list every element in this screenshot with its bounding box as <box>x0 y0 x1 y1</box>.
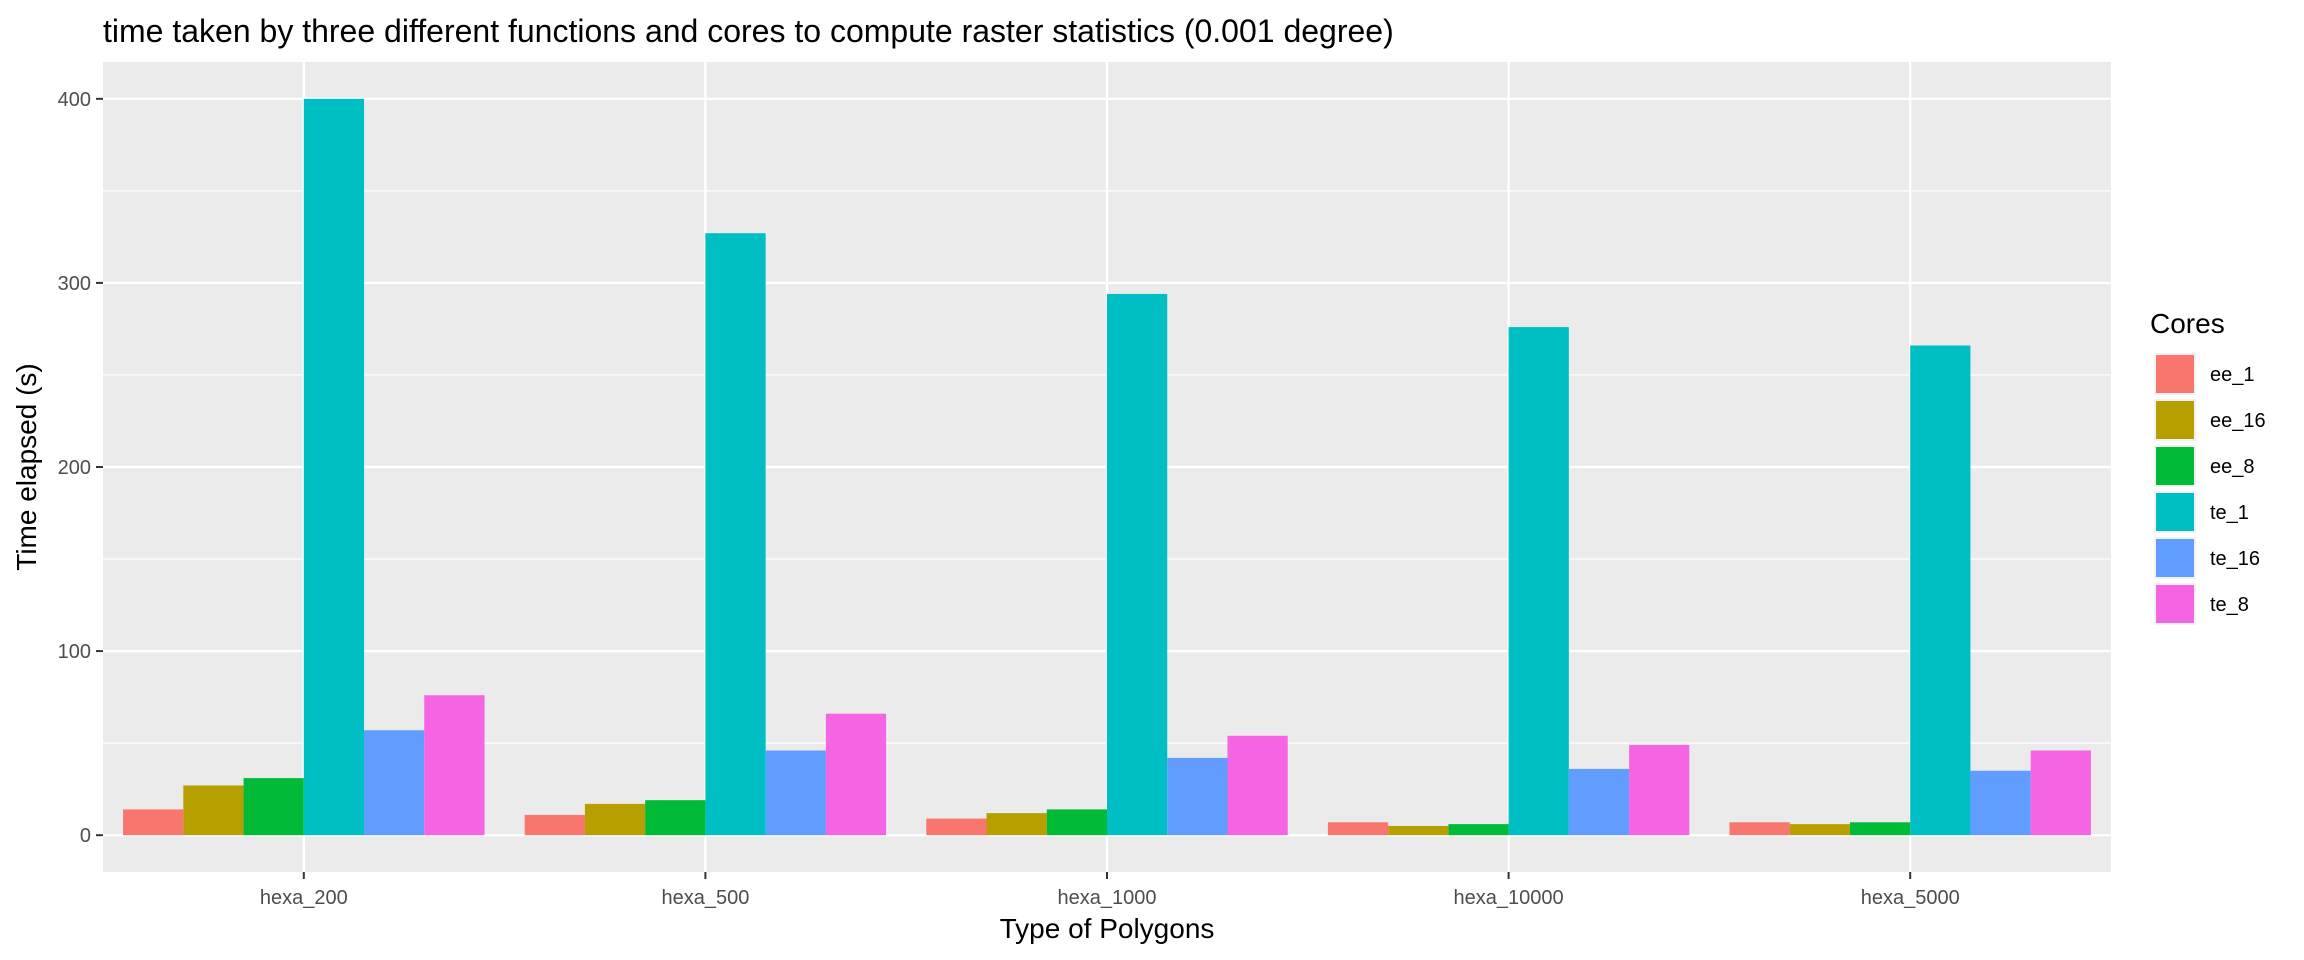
bar-te_8-hexa_10000 <box>1629 744 1690 836</box>
bar-ee_8-hexa_200 <box>243 778 304 836</box>
bar-ee_8-hexa_5000 <box>1849 822 1911 836</box>
bar-te_8-hexa_1000 <box>1227 735 1288 836</box>
bar-te_8-hexa_500 <box>825 713 887 836</box>
bar-ee_8-hexa_500 <box>645 800 706 836</box>
y-tick-label: 100 <box>58 641 91 663</box>
bar-ee_16-hexa_1000 <box>986 813 1047 836</box>
legend-key-te_1 <box>2156 493 2194 531</box>
legend-label-ee_8: ee_8 <box>2210 456 2255 478</box>
bar-te_8-hexa_200 <box>424 695 485 836</box>
bar-ee_8-hexa_10000 <box>1448 824 1509 836</box>
legend-label-ee_1: ee_1 <box>2210 364 2255 386</box>
bar-te_16-hexa_200 <box>364 730 425 836</box>
bars <box>123 98 2091 836</box>
legend-label-ee_16: ee_16 <box>2210 410 2266 432</box>
x-tick-label: hexa_5000 <box>1861 887 1960 909</box>
bar-ee_8-hexa_1000 <box>1046 809 1107 836</box>
y-tick-label: 300 <box>58 273 91 295</box>
x-tick-label: hexa_200 <box>260 887 348 909</box>
bar-ee_1-hexa_1000 <box>926 818 987 836</box>
legend-key-ee_8 <box>2156 447 2194 485</box>
x-axis: hexa_200 hexa_500 hexa_1000 hexa_10000 hexa_… <box>260 872 1960 909</box>
y-tick-label: 200 <box>58 457 91 479</box>
bar-ee_16-hexa_5000 <box>1789 824 1850 836</box>
bar-ee_16-hexa_10000 <box>1388 825 1449 836</box>
legend-key-ee_16 <box>2156 401 2194 439</box>
legend-title: Cores <box>2150 308 2225 339</box>
bar-te_8-hexa_5000 <box>2030 750 2091 836</box>
bar-ee_16-hexa_200 <box>183 785 244 836</box>
bar-te_16-hexa_1000 <box>1167 757 1228 836</box>
bar-te_16-hexa_10000 <box>1568 768 1630 836</box>
legend-key-ee_1 <box>2156 355 2194 393</box>
bar-te_1-hexa_10000 <box>1508 327 1569 836</box>
bar-te_1-hexa_5000 <box>1910 345 1971 836</box>
x-axis-title: Type of Polygons <box>1000 913 1215 944</box>
bar-ee_1-hexa_200 <box>123 809 184 836</box>
x-tick-label: hexa_1000 <box>1058 887 1157 909</box>
bar-te_16-hexa_500 <box>765 750 826 836</box>
legend-key-te_16 <box>2156 539 2194 577</box>
legend-label-te_8: te_8 <box>2210 594 2249 616</box>
bar-ee_1-hexa_5000 <box>1729 822 1790 836</box>
y-axis: 0 100 200 300 400 <box>58 89 103 847</box>
y-tick-label: 0 <box>80 825 91 847</box>
bar-ee_1-hexa_10000 <box>1327 822 1389 836</box>
legend: Cores ee_1 ee_16 ee_8 te_1 te_16 te_8 <box>2150 308 2266 625</box>
bar-te_16-hexa_5000 <box>1970 770 2031 836</box>
y-tick-label: 400 <box>58 89 91 111</box>
bar-te_1-hexa_200 <box>303 98 365 836</box>
x-tick-label: hexa_10000 <box>1454 887 1564 909</box>
bar-ee_1-hexa_500 <box>524 814 585 836</box>
legend-key-te_8 <box>2156 585 2194 623</box>
y-axis-title: Time elapsed (s) <box>11 363 42 570</box>
bar-te_1-hexa_1000 <box>1107 293 1168 836</box>
bar-te_1-hexa_500 <box>705 233 766 836</box>
bar-ee_16-hexa_500 <box>584 803 646 836</box>
legend-label-te_16: te_16 <box>2210 548 2260 570</box>
chart-title: time taken by three different functions … <box>103 13 1394 49</box>
legend-label-te_1: te_1 <box>2210 502 2249 524</box>
x-tick-label: hexa_500 <box>661 887 749 909</box>
